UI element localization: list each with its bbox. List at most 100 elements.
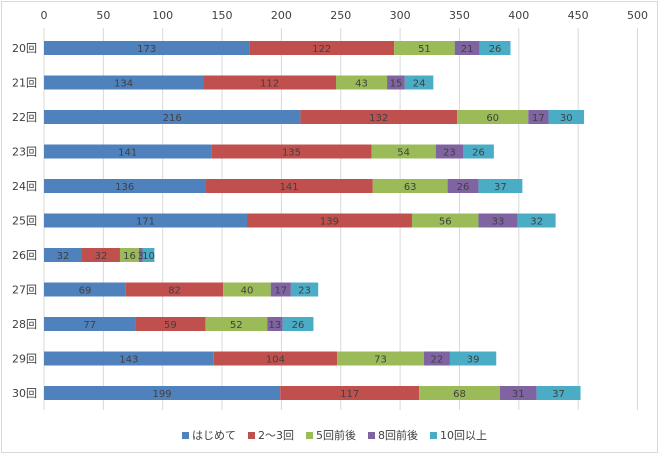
category-label-2: 22回 — [12, 111, 37, 124]
data-label-3-7: 17 — [274, 286, 287, 297]
bar-4-2 — [548, 110, 585, 124]
data-label-0-10: 199 — [153, 389, 172, 400]
data-label-4-3: 26 — [472, 148, 485, 159]
legend-swatch-3 — [368, 432, 375, 439]
bar-4-0 — [479, 41, 511, 55]
bar-0-1 — [44, 75, 204, 90]
data-label-1-1: 112 — [260, 79, 279, 90]
x-tick-label-200: 200 — [271, 9, 292, 22]
data-label-0-6: 32 — [57, 251, 70, 262]
data-label-3-8: 13 — [269, 320, 282, 331]
data-label-0-5: 171 — [136, 217, 155, 228]
data-label-1-3: 135 — [282, 148, 301, 159]
category-label-7: 27回 — [12, 284, 37, 297]
bar-1-5 — [246, 213, 412, 228]
bar-0-4 — [44, 179, 206, 193]
data-label-4-10: 37 — [552, 389, 565, 400]
legend-label-1: 2～3回 — [258, 429, 294, 442]
bar-4-7 — [290, 282, 319, 297]
bar-1-6 — [81, 248, 120, 262]
x-tick-label-0: 0 — [41, 9, 48, 22]
bar-3-7 — [270, 282, 291, 297]
legend-label-0: はじめて — [192, 429, 236, 442]
data-label-3-4: 26 — [457, 182, 470, 193]
bar-0-0 — [44, 41, 250, 55]
legend-label-4: 10回以上 — [440, 429, 487, 442]
bar-0-7 — [44, 282, 126, 297]
category-label-9: 29回 — [12, 353, 37, 366]
data-label-0-7: 69 — [79, 286, 92, 297]
bar-1-7 — [125, 282, 224, 297]
bar-3-0 — [454, 41, 480, 55]
bar-2-6 — [119, 248, 139, 262]
bar-1-1 — [203, 75, 337, 90]
bar-1-10 — [280, 386, 420, 400]
data-label-2-1: 43 — [355, 79, 368, 90]
data-label-0-3: 141 — [118, 148, 137, 159]
data-label-1-7: 82 — [168, 286, 181, 297]
bar-1-8 — [135, 317, 206, 331]
category-label-4: 24回 — [12, 180, 37, 193]
category-label-0: 20回 — [12, 42, 37, 55]
data-label-4-4: 37 — [494, 182, 507, 193]
x-tick-label-100: 100 — [152, 9, 173, 22]
data-label-1-0: 122 — [312, 44, 331, 55]
data-label-2-2: 60 — [486, 113, 499, 124]
x-tick-label-150: 150 — [212, 9, 233, 22]
bar-0-10 — [44, 386, 281, 400]
data-label-2-9: 73 — [374, 355, 387, 366]
bar-2-4 — [372, 179, 448, 193]
category-label-5: 25回 — [12, 215, 37, 228]
legend-swatch-1 — [248, 432, 255, 439]
bar-1-0 — [249, 41, 395, 55]
legend-label-3: 8回前後 — [378, 428, 418, 442]
bar-3-10 — [499, 386, 537, 400]
data-label-0-9: 143 — [119, 355, 138, 366]
data-label-1-8: 59 — [164, 320, 177, 331]
data-label-1-5: 139 — [320, 217, 339, 228]
data-label-2-3: 54 — [397, 148, 410, 159]
data-label-1-2: 132 — [369, 113, 388, 124]
bar-3-8 — [267, 317, 283, 331]
data-label-2-0: 51 — [418, 44, 431, 55]
bar-0-9 — [44, 351, 214, 366]
x-tick-label-250: 250 — [330, 9, 351, 22]
category-labels: 20回 21回 22回 23回 24回 25回 26回 27回 28回 29回 30回 — [12, 42, 37, 400]
data-label-4-2: 30 — [560, 113, 573, 124]
data-label-3-6: 3 — [138, 251, 144, 262]
data-label-3-0: 21 — [461, 44, 474, 55]
bar-4-10 — [536, 386, 581, 400]
bar-2-2 — [457, 110, 529, 124]
bar-3-9 — [423, 351, 450, 366]
data-label-1-9: 104 — [266, 355, 285, 366]
legend-swatch-2 — [306, 432, 313, 439]
x-tick-label-350: 350 — [449, 9, 470, 22]
x-tick-label-300: 300 — [390, 9, 411, 22]
bar-1-4 — [205, 179, 373, 193]
category-label-6: 26回 — [12, 249, 37, 262]
data-label-4-1: 24 — [413, 79, 426, 90]
bar-4-3 — [463, 144, 494, 159]
bar-3-2 — [528, 110, 549, 124]
legend-swatch-0 — [182, 432, 189, 439]
bar-4-9 — [449, 351, 497, 366]
bar-3-6 — [138, 248, 143, 262]
bar-0-8 — [44, 317, 136, 331]
data-label-3-3: 23 — [443, 148, 456, 159]
category-label-10: 30回 — [12, 387, 37, 400]
legend-label-2: 5回前後 — [316, 428, 356, 442]
data-label-0-2: 216 — [163, 113, 182, 124]
x-tick-label-50: 50 — [96, 9, 110, 22]
x-tick-label-400: 400 — [508, 9, 529, 22]
data-label-3-10: 31 — [512, 389, 525, 400]
bar-0-6 — [44, 248, 82, 262]
data-label-4-6: 10 — [142, 251, 155, 262]
data-label-2-6: 16 — [123, 251, 136, 262]
data-label-4-0: 26 — [489, 44, 502, 55]
bar-4-4 — [478, 179, 523, 193]
bar-1-9 — [213, 351, 338, 366]
bar-3-4 — [447, 179, 479, 193]
legend: はじめて 2～3回 5回前後 8回前後 10回以上 — [182, 428, 487, 442]
data-label-3-5: 33 — [492, 217, 505, 228]
